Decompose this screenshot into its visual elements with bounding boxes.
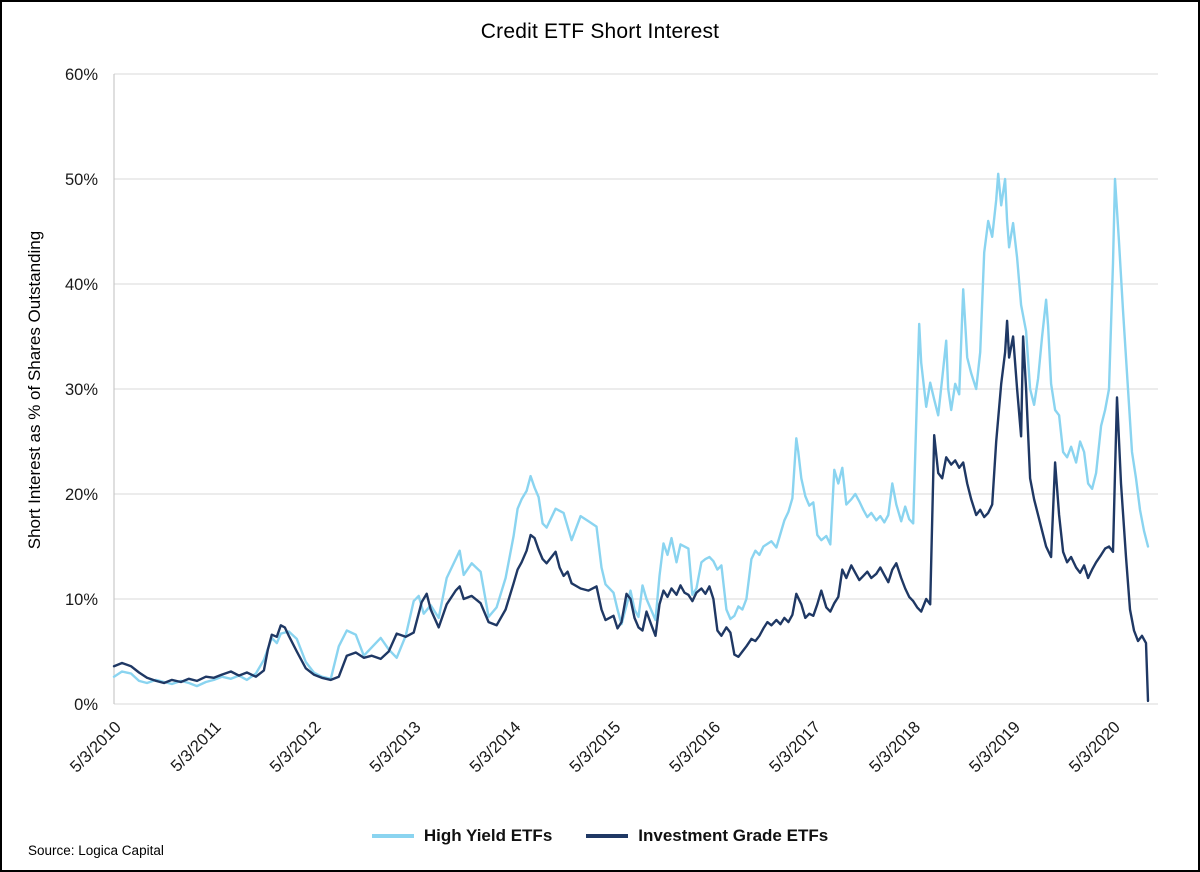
legend-label: Investment Grade ETFs bbox=[638, 826, 829, 845]
y-tick-label: 60% bbox=[65, 66, 98, 84]
x-tick-label: 5/3/2019 bbox=[966, 718, 1024, 776]
y-tick-label: 0% bbox=[74, 696, 98, 714]
x-tick-label: 5/3/2013 bbox=[366, 718, 424, 776]
legend-item-investment-grade-etfs: Investment Grade ETFs bbox=[586, 826, 828, 846]
x-tick-label: 5/3/2017 bbox=[766, 718, 824, 776]
legend-label: High Yield ETFs bbox=[423, 826, 553, 845]
series-line-high-yield-etfs bbox=[112, 172, 1150, 688]
source-note: Source: Logica Capital bbox=[28, 843, 164, 858]
x-tick-label: 5/3/2010 bbox=[67, 718, 125, 776]
x-tick-label: 5/3/2012 bbox=[266, 718, 324, 776]
legend: High Yield ETFs Investment Grade ETFs bbox=[2, 826, 1198, 846]
y-tick-label: 40% bbox=[65, 276, 98, 294]
legend-item-high-yield-etfs: High Yield ETFs bbox=[371, 826, 553, 846]
y-tick-label: 50% bbox=[65, 171, 98, 189]
x-tick-label: 5/3/2018 bbox=[866, 718, 924, 776]
y-axis-title: Short Interest as % of Shares Outstandin… bbox=[25, 230, 44, 550]
y-tick-label: 20% bbox=[65, 486, 98, 504]
legend-swatch-investment-grade-etfs bbox=[586, 834, 629, 838]
series-line-investment-grade-etfs bbox=[112, 319, 1150, 703]
x-tick-label: 5/3/2015 bbox=[566, 718, 624, 776]
y-tick-label: 30% bbox=[65, 381, 98, 399]
y-tick-label: 10% bbox=[65, 591, 98, 609]
x-tick-label: 5/3/2014 bbox=[466, 718, 524, 776]
x-tick-label: 5/3/2016 bbox=[666, 718, 724, 776]
chart-title: Credit ETF Short Interest bbox=[480, 20, 720, 43]
x-tick-label: 5/3/2020 bbox=[1066, 718, 1124, 776]
x-tick-label: 5/3/2011 bbox=[167, 718, 224, 775]
legend-swatch-high-yield-etfs bbox=[371, 834, 414, 838]
